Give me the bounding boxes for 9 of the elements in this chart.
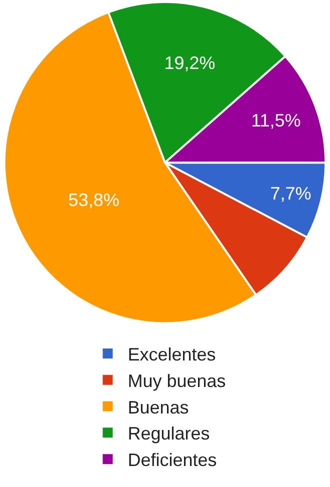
legend-label: Muy buenas (128, 370, 226, 391)
data-label: 11,5% (251, 110, 301, 131)
legend-label: Buenas (128, 397, 189, 418)
legend-label: Excelentes (128, 344, 216, 364)
data-label: 19,2% (164, 53, 216, 74)
data-label: 7,7% (270, 184, 312, 204)
data-label: 53,8% (68, 190, 120, 210)
legend-label: Regulares (128, 424, 210, 444)
legend-label: Deficientes (128, 450, 217, 470)
